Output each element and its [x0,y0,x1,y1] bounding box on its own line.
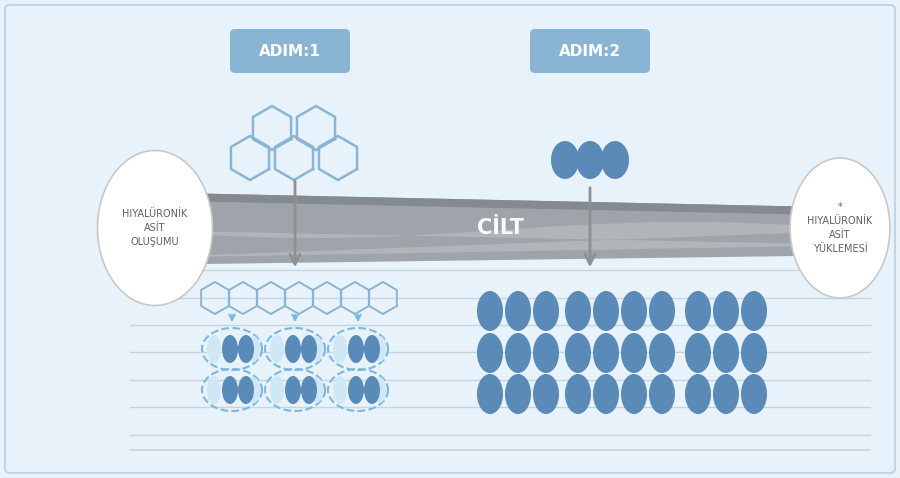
Ellipse shape [565,374,591,414]
Text: HIYALÜRONİK
ASİT
OLUŞUMU: HIYALÜRONİK ASİT OLUŞUMU [122,209,187,247]
Ellipse shape [505,374,531,414]
Ellipse shape [790,158,890,298]
Ellipse shape [685,374,711,414]
Ellipse shape [285,376,301,404]
Text: ADIM:1: ADIM:1 [259,43,321,58]
Ellipse shape [364,376,380,404]
FancyBboxPatch shape [5,5,895,473]
Ellipse shape [248,336,260,362]
Ellipse shape [311,336,323,362]
Ellipse shape [505,333,531,373]
Polygon shape [130,192,870,216]
Ellipse shape [593,291,619,331]
Ellipse shape [222,376,238,404]
Ellipse shape [593,333,619,373]
Ellipse shape [238,335,254,363]
FancyBboxPatch shape [230,29,350,73]
Ellipse shape [285,335,301,363]
Ellipse shape [348,376,364,404]
Ellipse shape [238,376,254,404]
Ellipse shape [248,377,260,403]
Ellipse shape [621,333,647,373]
Ellipse shape [348,335,364,363]
Ellipse shape [301,376,317,404]
Ellipse shape [685,291,711,331]
Ellipse shape [505,291,531,331]
Ellipse shape [477,291,503,331]
Ellipse shape [649,291,675,331]
Ellipse shape [222,335,238,363]
Ellipse shape [741,333,767,373]
FancyBboxPatch shape [530,29,650,73]
Ellipse shape [207,376,221,404]
Ellipse shape [565,291,591,331]
Ellipse shape [576,141,604,179]
Ellipse shape [207,335,221,363]
Ellipse shape [301,335,317,363]
Ellipse shape [741,374,767,414]
Ellipse shape [97,151,212,305]
Ellipse shape [270,335,284,363]
Ellipse shape [601,141,629,179]
Ellipse shape [685,333,711,373]
Ellipse shape [270,376,284,404]
Ellipse shape [374,336,386,362]
Ellipse shape [621,374,647,414]
Ellipse shape [364,335,380,363]
Polygon shape [130,192,870,265]
Ellipse shape [333,335,347,363]
Ellipse shape [713,291,739,331]
Ellipse shape [593,374,619,414]
Text: ADIM:2: ADIM:2 [559,43,621,58]
Ellipse shape [374,377,386,403]
Text: *
HIYALÜRONİK
ASİT
YÜKLEMESİ: * HIYALÜRONİK ASİT YÜKLEMESİ [807,202,873,254]
Ellipse shape [533,333,559,373]
Ellipse shape [477,333,503,373]
Ellipse shape [565,333,591,373]
Ellipse shape [713,374,739,414]
Ellipse shape [649,374,675,414]
Text: CİLT: CİLT [477,218,524,238]
Ellipse shape [713,333,739,373]
Ellipse shape [551,141,579,179]
Ellipse shape [477,374,503,414]
Ellipse shape [333,376,347,404]
Ellipse shape [533,291,559,331]
Ellipse shape [741,291,767,331]
Ellipse shape [311,377,323,403]
Ellipse shape [649,333,675,373]
Ellipse shape [533,374,559,414]
Ellipse shape [621,291,647,331]
Polygon shape [130,222,870,258]
